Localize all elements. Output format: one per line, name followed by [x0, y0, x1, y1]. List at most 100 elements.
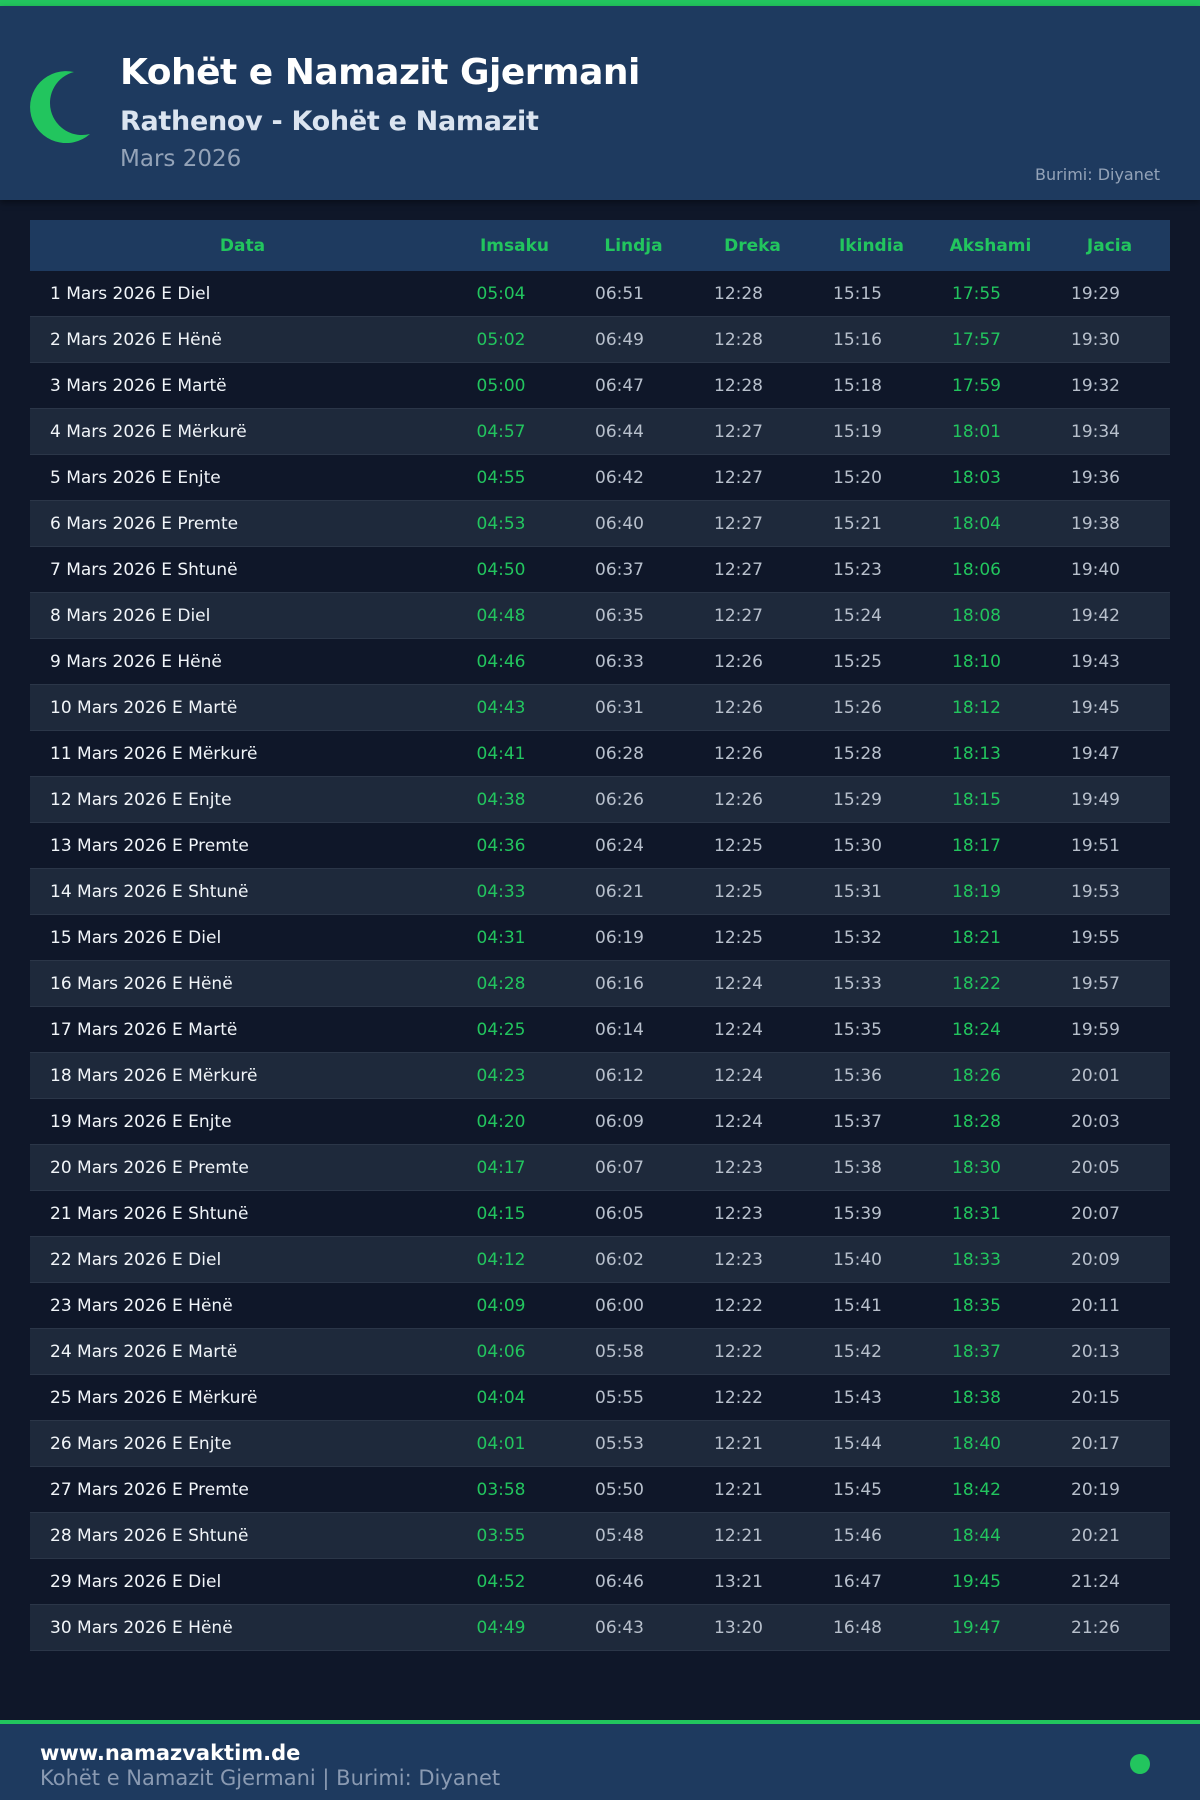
- date-cell: 26 Mars 2026 E Enjte: [50, 1433, 232, 1454]
- time-cell-jacia: 19:59: [1071, 1019, 1120, 1040]
- source-label: Burimi: Diyanet: [1035, 165, 1160, 184]
- table-header: Data Imsaku Lindja Dreka Ikindia Akshami Jacia: [30, 220, 1170, 271]
- status-dot-icon: [1130, 1754, 1150, 1774]
- time-cell-imsaku: 04:55: [476, 467, 526, 488]
- time-cell-akshami: 18:35: [952, 1295, 1001, 1316]
- time-cell-lindja: 06:02: [595, 1249, 644, 1270]
- time-cell-ikindia: 15:24: [833, 605, 882, 626]
- time-cell-dreka: 13:20: [714, 1617, 763, 1638]
- time-cell-ikindia: 15:21: [833, 513, 882, 534]
- time-cell-imsaku: 05:00: [476, 375, 526, 396]
- time-cell-akshami: 18:40: [952, 1433, 1001, 1454]
- time-cell-dreka: 12:25: [714, 927, 763, 948]
- time-cell-ikindia: 15:35: [833, 1019, 882, 1040]
- time-cell-lindja: 05:50: [595, 1479, 644, 1500]
- time-cell-akshami: 18:15: [952, 789, 1001, 810]
- column-header-imsaku: Imsaku: [479, 235, 550, 256]
- time-cell-ikindia: 15:25: [833, 651, 882, 672]
- date-cell: 18 Mars 2026 E Mërkurë: [50, 1065, 258, 1086]
- time-cell-ikindia: 15:43: [833, 1387, 882, 1408]
- time-cell-jacia: 20:09: [1071, 1249, 1120, 1270]
- time-cell-akshami: 18:33: [952, 1249, 1001, 1270]
- table-row: 15 Mars 2026 E Diel 04:31 06:19 12:25 15:32 1…: [30, 915, 1170, 961]
- time-cell-akshami: 17:57: [952, 329, 1001, 350]
- date-cell: 19 Mars 2026 E Enjte: [50, 1111, 232, 1132]
- table-row: 8 Mars 2026 E Diel 04:48 06:35 12:27 15:24 18…: [30, 593, 1170, 639]
- time-cell-lindja: 06:26: [595, 789, 644, 810]
- date-cell: 2 Mars 2026 E Hënë: [50, 329, 222, 350]
- column-header-ikindia: Ikindia: [838, 235, 905, 256]
- time-cell-dreka: 12:28: [714, 375, 763, 396]
- time-cell-imsaku: 04:49: [476, 1617, 526, 1638]
- time-cell-lindja: 06:47: [595, 375, 644, 396]
- time-cell-lindja: 06:51: [595, 283, 644, 304]
- time-cell-imsaku: 04:52: [476, 1571, 526, 1592]
- time-cell-lindja: 06:43: [595, 1617, 644, 1638]
- time-cell-imsaku: 04:46: [476, 651, 526, 672]
- time-cell-ikindia: 15:30: [833, 835, 882, 856]
- time-cell-imsaku: 04:50: [476, 559, 526, 580]
- time-cell-lindja: 06:49: [595, 329, 644, 350]
- time-cell-imsaku: 04:33: [476, 881, 526, 902]
- time-cell-akshami: 18:28: [952, 1111, 1001, 1132]
- time-cell-akshami: 18:42: [952, 1479, 1001, 1500]
- time-cell-jacia: 20:13: [1071, 1341, 1120, 1362]
- time-cell-jacia: 19:47: [1071, 743, 1120, 764]
- table-row: 22 Mars 2026 E Diel 04:12 06:02 12:23 15:40 1…: [30, 1237, 1170, 1283]
- date-cell: 8 Mars 2026 E Diel: [50, 605, 211, 626]
- date-cell: 16 Mars 2026 E Hënë: [50, 973, 233, 994]
- footer-site-link[interactable]: www.namazvaktim.de: [40, 1741, 301, 1765]
- date-cell: 5 Mars 2026 E Enjte: [50, 467, 221, 488]
- table-row: 2 Mars 2026 E Hënë 05:02 06:49 12:28 15:16 17…: [30, 317, 1170, 363]
- date-cell: 12 Mars 2026 E Enjte: [50, 789, 232, 810]
- date-cell: 23 Mars 2026 E Hënë: [50, 1295, 233, 1316]
- time-cell-akshami: 18:30: [952, 1157, 1001, 1178]
- time-cell-lindja: 06:28: [595, 743, 644, 764]
- time-cell-imsaku: 04:06: [476, 1341, 526, 1362]
- time-cell-lindja: 06:42: [595, 467, 644, 488]
- time-cell-akshami: 18:21: [952, 927, 1001, 948]
- footer-text: Kohët e Namazit Gjermani | Burimi: Diyan…: [40, 1766, 501, 1790]
- date-cell: 3 Mars 2026 E Martë: [50, 375, 227, 396]
- time-cell-imsaku: 03:58: [476, 1479, 526, 1500]
- time-cell-lindja: 06:37: [595, 559, 644, 580]
- date-cell: 30 Mars 2026 E Hënë: [50, 1617, 233, 1638]
- time-cell-jacia: 19:38: [1071, 513, 1120, 534]
- time-cell-lindja: 06:19: [595, 927, 644, 948]
- time-cell-imsaku: 04:25: [476, 1019, 526, 1040]
- time-cell-jacia: 20:21: [1071, 1525, 1120, 1546]
- time-cell-akshami: 18:38: [952, 1387, 1001, 1408]
- time-cell-ikindia: 15:15: [833, 283, 882, 304]
- time-cell-lindja: 06:21: [595, 881, 644, 902]
- table-row: 11 Mars 2026 E Mërkurë 04:41 06:28 12:26 15:…: [30, 731, 1170, 777]
- date-cell: 29 Mars 2026 E Diel: [50, 1571, 222, 1592]
- time-cell-jacia: 19:36: [1071, 467, 1120, 488]
- time-cell-imsaku: 04:20: [476, 1111, 526, 1132]
- date-cell: 20 Mars 2026 E Premte: [50, 1157, 249, 1178]
- time-cell-akshami: 18:37: [952, 1341, 1001, 1362]
- table-row: 16 Mars 2026 E Hënë 04:28 06:16 12:24 15:33 1…: [30, 961, 1170, 1007]
- time-cell-dreka: 12:24: [714, 1065, 763, 1086]
- time-cell-dreka: 12:21: [714, 1433, 763, 1454]
- time-cell-jacia: 19:49: [1071, 789, 1120, 810]
- time-cell-ikindia: 15:45: [833, 1479, 882, 1500]
- table-row: 6 Mars 2026 E Premte 04:53 06:40 12:27 15:21…: [30, 501, 1170, 547]
- time-cell-imsaku: 03:55: [476, 1525, 526, 1546]
- time-cell-imsaku: 04:04: [476, 1387, 526, 1408]
- table-row: 24 Mars 2026 E Martë 04:06 05:58 12:22 15:42…: [30, 1329, 1170, 1375]
- page-subtitle: Rathenov - Kohët e Namazit: [120, 106, 539, 137]
- time-cell-jacia: 19:40: [1071, 559, 1120, 580]
- time-cell-jacia: 19:45: [1071, 697, 1120, 718]
- time-cell-lindja: 06:46: [595, 1571, 644, 1592]
- time-cell-lindja: 06:09: [595, 1111, 644, 1132]
- time-cell-jacia: 20:17: [1071, 1433, 1120, 1454]
- table-row: 25 Mars 2026 E Mërkurë 04:04 05:55 12:22 15:…: [30, 1375, 1170, 1421]
- time-cell-lindja: 06:12: [595, 1065, 644, 1086]
- column-header-jacia: Jacia: [1086, 235, 1133, 256]
- table-row: 26 Mars 2026 E Enjte 04:01 05:53 12:21 15:44…: [30, 1421, 1170, 1467]
- date-cell: 1 Mars 2026 E Diel: [50, 283, 211, 304]
- date-cell: 17 Mars 2026 E Martë: [50, 1019, 238, 1040]
- column-header-akshami: Akshami: [949, 235, 1032, 256]
- date-cell: 10 Mars 2026 E Martë: [50, 697, 238, 718]
- table-row: 4 Mars 2026 E Mërkurë 04:57 06:44 12:27 15:1…: [30, 409, 1170, 455]
